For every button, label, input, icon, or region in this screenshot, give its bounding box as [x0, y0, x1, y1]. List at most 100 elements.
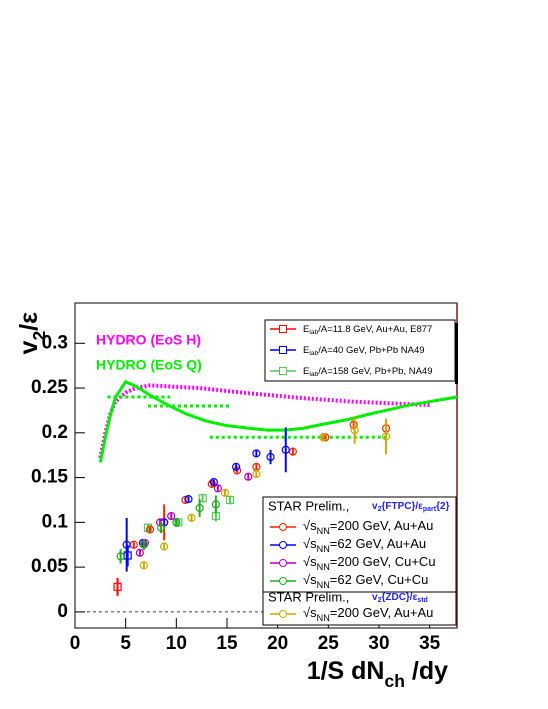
data-point [143, 523, 153, 532]
x-axis-title: 1/S dNch /dy [307, 657, 448, 691]
data-point [156, 518, 165, 527]
data-point [252, 449, 261, 458]
legend-header: STAR Prelim., [268, 589, 349, 604]
text-segment: =200 GeV, Au+Au [330, 518, 434, 533]
legend-marker [279, 367, 287, 375]
y-tick-label: 0.15 [31, 467, 68, 488]
text-segment: 2 [378, 597, 382, 604]
text-segment: NN [317, 544, 330, 554]
legend-marker [279, 577, 287, 585]
x-tick-label: 20 [267, 633, 288, 654]
text-segment: √s [303, 518, 317, 533]
data-point [209, 477, 218, 487]
text-segment: lab [309, 371, 318, 378]
data-point [225, 495, 235, 505]
text-segment: ch [384, 671, 404, 691]
y-tick-label: 0.05 [31, 556, 68, 577]
text-segment: NN [317, 562, 330, 572]
data-point [211, 500, 220, 509]
y-axis-title: v2/ε [15, 312, 49, 355]
data-point [172, 518, 181, 527]
data-point [232, 462, 241, 471]
data-point [139, 540, 149, 549]
text-segment: E [303, 324, 309, 335]
text-segment: E [303, 366, 309, 377]
x-tick-label: 15 [216, 633, 238, 654]
legend-header-formula: v2{ZDC}/εstd [372, 592, 428, 605]
y-tick-label: 0.2 [42, 422, 68, 443]
legend-box [262, 591, 457, 626]
data-point [122, 540, 131, 549]
data-point [233, 466, 242, 475]
text-segment: =62 GeV, Cu+Cu [330, 572, 429, 587]
legend-header: STAR Prelim., [268, 498, 349, 513]
legend-label: √sNN=200 GeV, Cu+Cu [303, 554, 436, 572]
text-segment: /dy [405, 657, 448, 685]
data-point [116, 552, 125, 561]
text-segment: std [417, 597, 428, 604]
legend-label: √sNN=62 GeV, Au+Au [303, 536, 426, 554]
legend-shadow [455, 323, 458, 384]
data-point [381, 432, 391, 441]
text-segment: =200 GeV, Cu+Cu [330, 554, 436, 569]
legend-box [264, 319, 456, 382]
text-segment: 2 [29, 331, 49, 341]
data-point [184, 494, 193, 504]
data-point [350, 426, 359, 435]
data-point [195, 503, 204, 513]
text-segment: {FTPC}/ε [381, 501, 423, 512]
data-point [319, 433, 328, 442]
text-segment: v [15, 340, 43, 354]
data-point [244, 472, 253, 481]
legend-label: Elab/A=40 GeV, Pb+Pb NA49 [303, 345, 425, 358]
data-point [157, 523, 166, 532]
text-segment: √s [303, 605, 317, 620]
data-point [187, 513, 196, 522]
text-segment: /ε [15, 312, 43, 331]
text-segment: v [372, 501, 378, 512]
data-point [113, 582, 122, 591]
legend-label: Elab/A=11.8 GeV, Au+Au, E877 [303, 324, 432, 337]
text-segment: NN [317, 613, 330, 623]
text-segment: =62 GeV, Au+Au [330, 536, 426, 551]
legend-label: √sNN=200 GeV, Au+Au [303, 518, 433, 536]
hydro-curve [98, 379, 458, 463]
data-point [266, 452, 275, 462]
data-point [135, 548, 144, 557]
legend-marker [279, 325, 287, 333]
legend-marker [279, 541, 287, 549]
text-segment: v [372, 592, 378, 603]
data-point [213, 484, 222, 493]
data-point [220, 488, 230, 497]
legend-label: √sNN=200 GeV, Au+Au [303, 605, 433, 623]
text-segment: NN [317, 580, 330, 590]
text-segment: E [303, 345, 309, 356]
text-segment: /A=158 GeV, Pb+Pb, NA49 [318, 366, 432, 377]
text-segment: 1/S dN [307, 657, 385, 685]
x-tick-label: 5 [120, 633, 131, 654]
text-segment: √s [303, 554, 317, 569]
legend-marker [279, 610, 287, 618]
data-point [198, 494, 207, 503]
text-segment: √s [303, 536, 317, 551]
hydro-label: HYDRO (EoS Q) [96, 357, 202, 373]
data-point [167, 511, 176, 521]
x-tick-label: 10 [166, 633, 187, 654]
x-tick-label: 30 [368, 633, 389, 654]
text-segment: part [423, 506, 437, 513]
legend-label: √sNN=62 GeV, Cu+Cu [303, 572, 428, 590]
text-segment: /A=11.8 GeV, Au+Au, E877 [318, 324, 432, 335]
legend-label: Elab/A=158 GeV, Pb+Pb, NA49 [303, 366, 432, 379]
x-tick-label: 0 [70, 633, 81, 654]
y-tick-label: 0 [57, 601, 68, 622]
data-point [160, 542, 169, 551]
y-tick-label: 0.3 [42, 332, 68, 353]
text-segment: lab [309, 329, 318, 336]
text-segment: {ZDC}/ε [381, 592, 417, 603]
text-segment: 2 [378, 506, 382, 513]
legend-marker [279, 523, 287, 531]
y-tick-label: 0.25 [31, 377, 68, 398]
data-point [139, 561, 149, 570]
hydro-label: HYDRO (EoS H) [96, 332, 201, 348]
data-point [281, 445, 290, 454]
